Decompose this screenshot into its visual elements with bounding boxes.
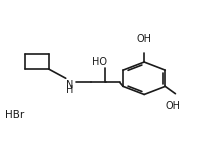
Text: N: N (66, 80, 73, 90)
Text: HBr: HBr (5, 110, 24, 120)
Text: OH: OH (165, 102, 180, 111)
Text: H: H (66, 85, 73, 94)
Text: HO: HO (92, 57, 107, 67)
Text: OH: OH (137, 34, 152, 44)
